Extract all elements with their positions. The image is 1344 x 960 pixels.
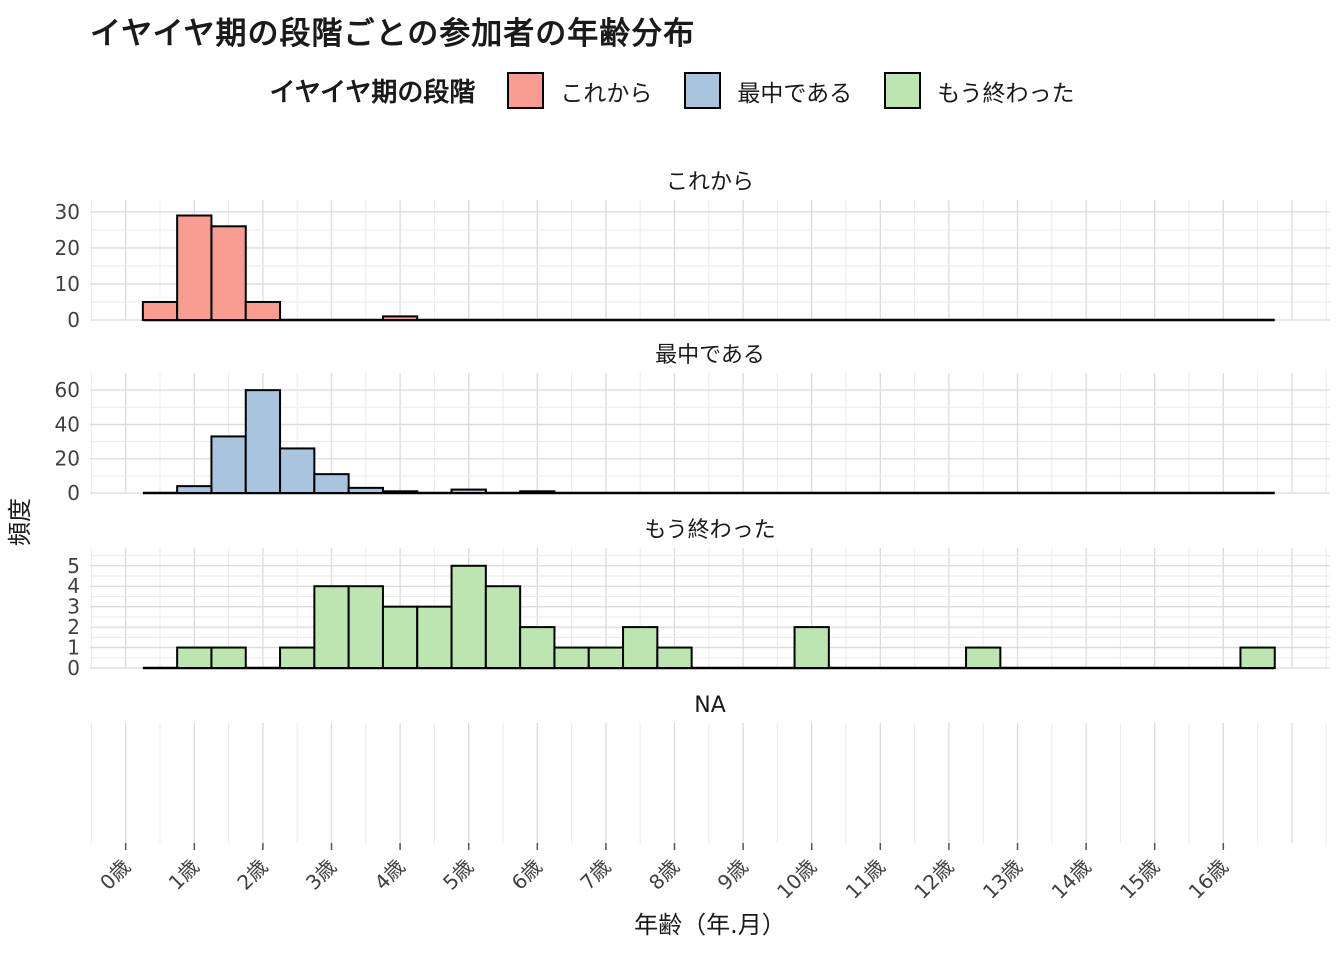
x-tick-label: 3歳 [301, 855, 341, 895]
histogram-bar [656, 646, 693, 669]
chart-title: イヤイヤ期の段階ごとの参加者の年齢分布 [90, 16, 696, 52]
x-tick-label: 10歳 [772, 855, 821, 904]
histogram-bar [381, 315, 419, 321]
x-tick-label: 8歳 [644, 855, 684, 895]
legend-item-korekara: これから [507, 72, 652, 109]
x-tick-label: 15歳 [1115, 855, 1164, 904]
histogram-bar [587, 646, 625, 669]
legend-swatch-korekara [507, 72, 545, 109]
x-tick-label: 0歳 [95, 855, 135, 895]
x-tick-label: 14歳 [1047, 855, 1096, 904]
y-axis-title: 頻度 [6, 498, 34, 546]
histogram-bar [793, 626, 830, 669]
x-tick-label: 12歳 [909, 855, 958, 904]
histogram-bar [381, 605, 419, 669]
facet-strip-label: 最中である [655, 343, 765, 368]
x-axis-title: 年齢（年.月） [634, 911, 786, 939]
legend: イヤイヤ期の段階 これから 最中である もう終わった [0, 72, 1344, 109]
y-tick-label: 5 [67, 554, 80, 578]
x-tick-label: 11歳 [841, 855, 890, 904]
histogram-bar [381, 490, 419, 494]
facet-panel-4: NA [90, 693, 1327, 843]
x-tick-label: 1歳 [164, 855, 204, 895]
facet-panel-1: これから 0 10 20 30 [55, 170, 1330, 332]
facet-strip-label: NA [694, 693, 726, 718]
legend-label: 最中である [737, 80, 853, 107]
y-tick-label: 0 [67, 656, 80, 680]
histogram-bar [416, 605, 453, 669]
histogram-bar [244, 300, 282, 322]
histogram-bar [313, 585, 350, 669]
y-tick-label: 4 [67, 574, 80, 598]
histogram-bar [347, 585, 384, 669]
facet-strip-label: もう終わった [644, 518, 775, 543]
histogram-bar [176, 646, 213, 669]
y-tick-label: 3 [67, 595, 80, 619]
histogram-bar [279, 447, 316, 494]
histogram-bar [622, 626, 659, 669]
x-tick-label: 2歳 [232, 855, 272, 895]
histogram-bar [1239, 646, 1276, 669]
histogram-bar [450, 564, 487, 669]
x-tick-label: 9歳 [713, 855, 753, 895]
x-tick-label: 6歳 [507, 855, 547, 895]
histogram-bar [210, 646, 247, 669]
histogram-bar [279, 646, 316, 669]
y-tick-label: 20 [55, 447, 80, 471]
histogram-bar [141, 300, 179, 322]
facet-panel-2: 最中である 0 20 40 60 [55, 343, 1330, 505]
y-tick-label: 20 [55, 236, 80, 260]
histogram-bar [519, 626, 556, 669]
y-tick-label: 0 [67, 308, 80, 332]
histogram-bar [313, 473, 350, 494]
legend-item-owatta: もう終わった [884, 72, 1075, 109]
y-tick-label: 0 [67, 481, 80, 505]
y-tick-label: 2 [67, 615, 80, 639]
histogram-bar [347, 486, 384, 495]
x-tick-label: 7歳 [575, 855, 615, 895]
histogram-bar [519, 490, 556, 494]
legend-swatch-owatta [884, 72, 922, 109]
histogram-bar [210, 435, 247, 494]
y-tick-label: 1 [67, 636, 80, 660]
histogram-bar [553, 646, 590, 669]
facet-strip-label: これから [666, 170, 754, 195]
y-tick-label: 10 [55, 272, 80, 296]
legend-swatch-saichuu [684, 72, 722, 109]
legend-label: もう終わった [937, 80, 1075, 107]
x-tick-label: 16歳 [1184, 855, 1233, 904]
histogram-bar [484, 585, 522, 669]
y-tick-label: 40 [55, 412, 80, 436]
x-tick-label: 5歳 [438, 855, 478, 895]
x-tick-label: 13歳 [978, 855, 1027, 904]
histogram-bar [176, 214, 213, 321]
legend-item-saichuu: 最中である [684, 72, 852, 109]
histogram-bar [450, 488, 487, 495]
y-tick-label: 60 [55, 378, 80, 402]
x-tick-label: 4歳 [370, 855, 410, 895]
legend-title: イヤイヤ期の段階 [269, 78, 476, 108]
legend-label: これから [560, 80, 653, 107]
histogram-bar [244, 389, 282, 494]
histogram-bar [176, 485, 213, 494]
y-tick-label: 30 [55, 200, 80, 224]
histogram-bar [965, 646, 1002, 669]
histogram-bar [210, 225, 247, 321]
